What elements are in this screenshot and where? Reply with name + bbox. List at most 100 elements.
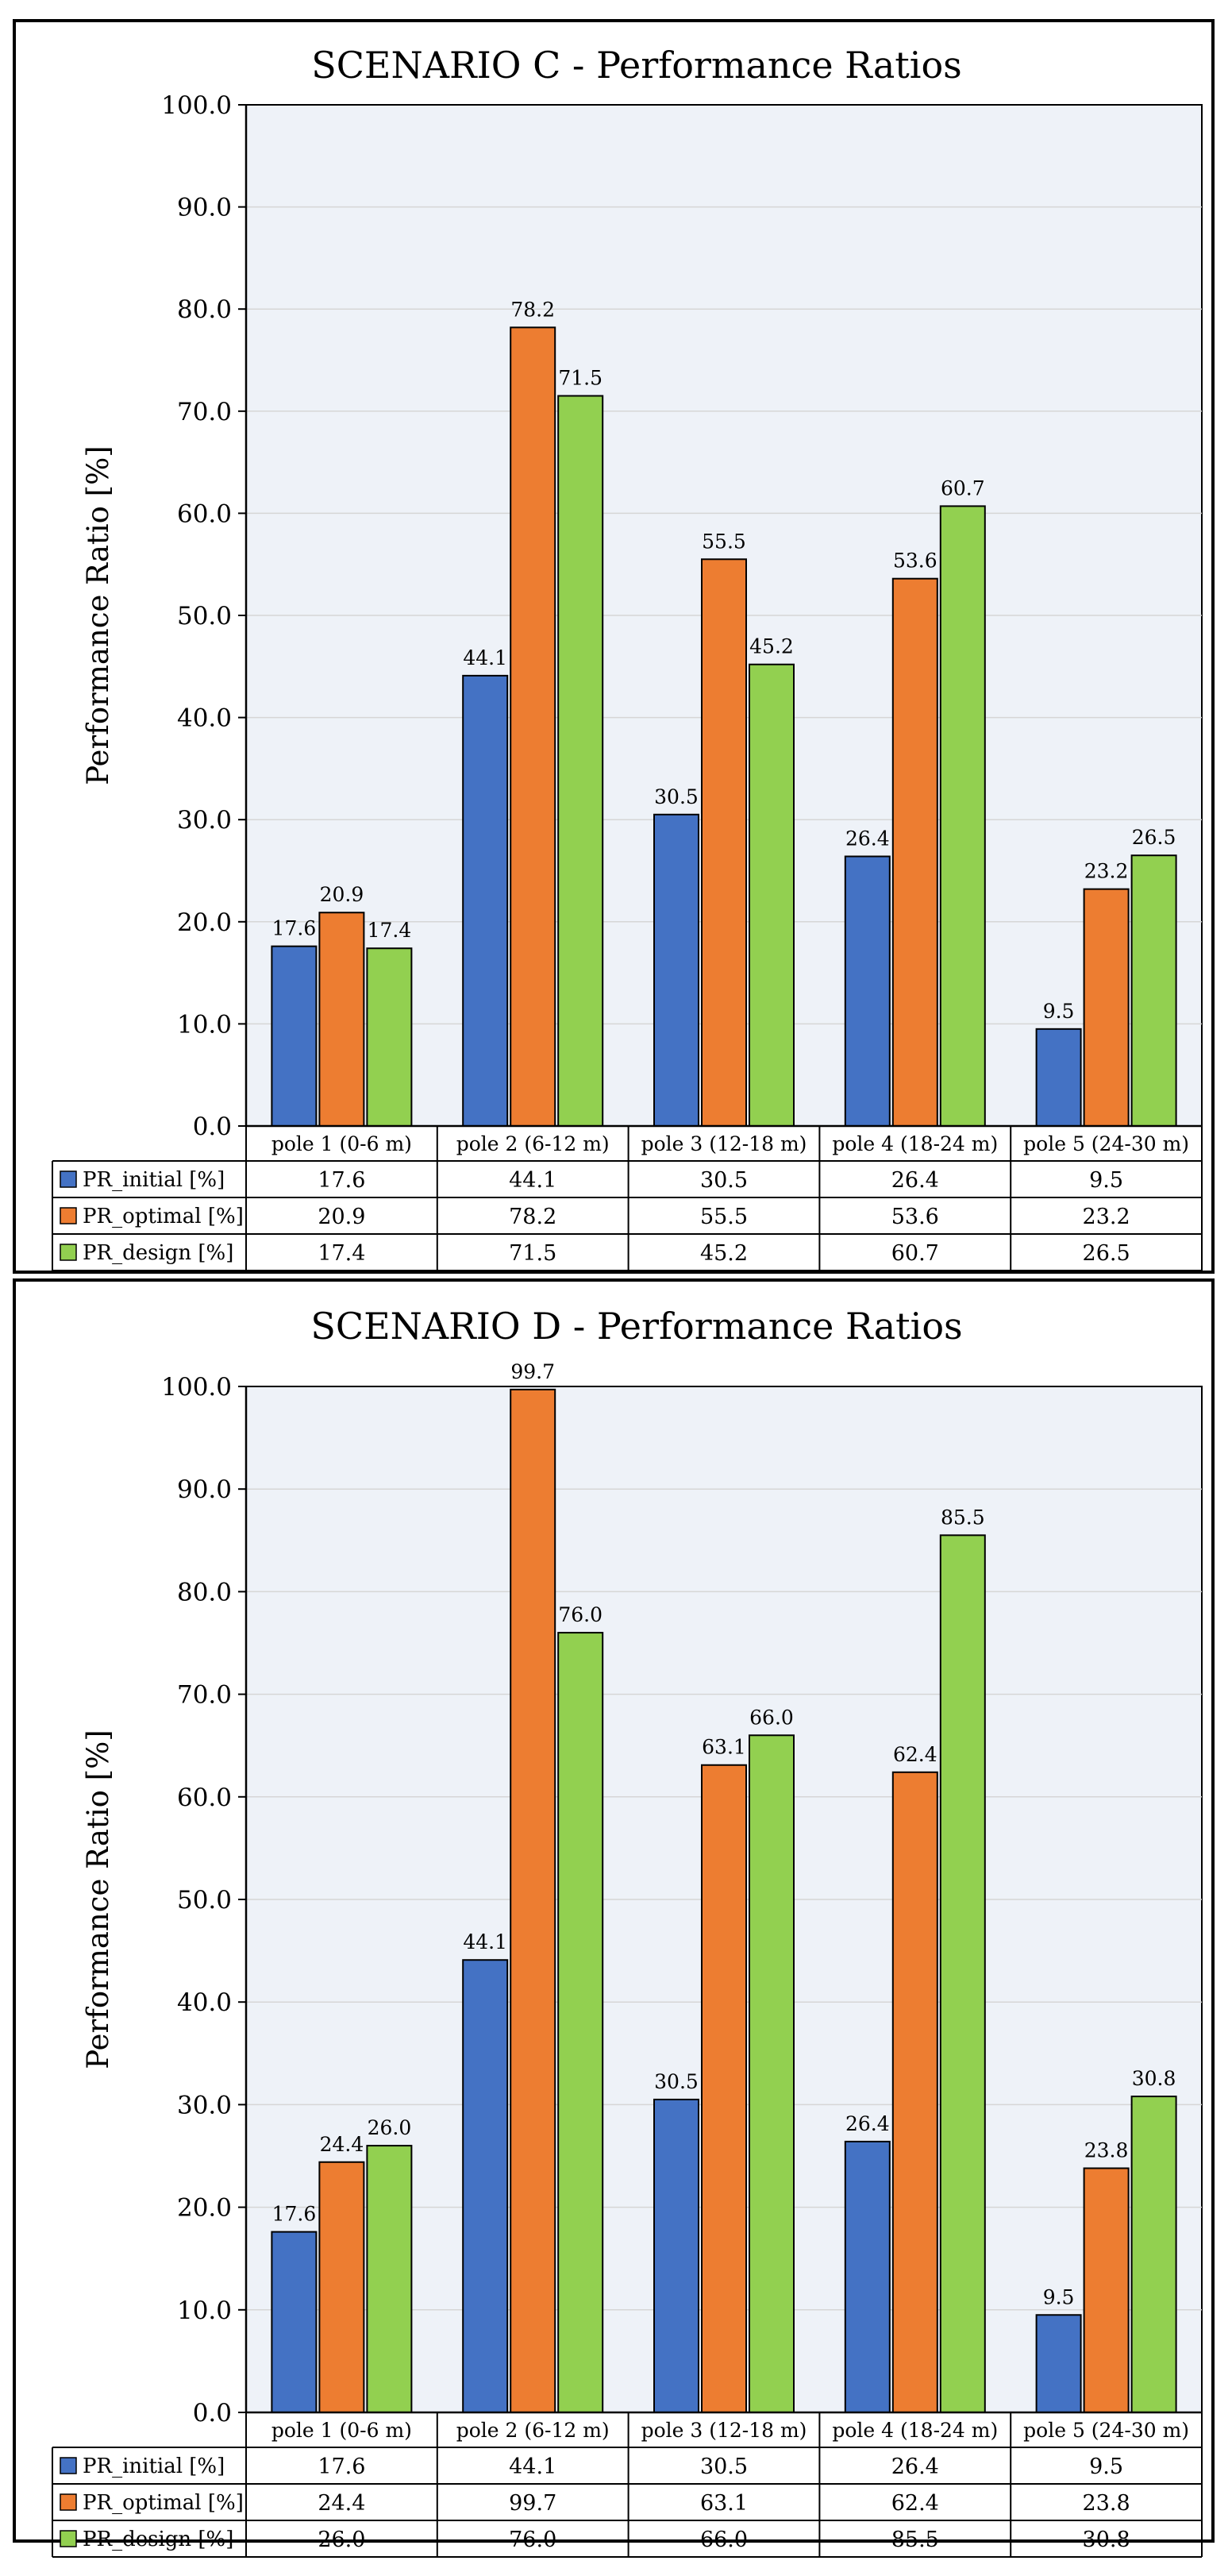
table-cell: 26.0 bbox=[318, 2528, 365, 2552]
table-cell: 71.5 bbox=[509, 1241, 556, 1266]
chart-panel-scenario-c: SCENARIO C - Performance Ratios 0.0 10.0 20… bbox=[13, 19, 1215, 1274]
bar-pr-initial-1 bbox=[271, 945, 318, 1127]
table-cell: 45.2 bbox=[700, 1241, 748, 1266]
table-cell: 99.7 bbox=[509, 2491, 556, 2516]
table-cell: 17.6 bbox=[318, 2455, 365, 2479]
bar-pr-design-3 bbox=[749, 663, 795, 1127]
legend-label: PR_optimal [%] bbox=[83, 1205, 244, 1228]
y-tick-label: 10.0 bbox=[177, 1010, 232, 1039]
bar-pr-design-4 bbox=[939, 505, 986, 1127]
y-tick-label: 90.0 bbox=[177, 1475, 232, 1504]
data-label: 63.1 bbox=[702, 1736, 746, 1759]
legend-key-pr-optimal bbox=[60, 1207, 77, 1224]
legend-label: PR_design [%] bbox=[83, 1241, 233, 1265]
data-label: 26.5 bbox=[1132, 826, 1176, 849]
x-category-label: pole 4 (18-24 m) bbox=[832, 2419, 998, 2442]
bar-pr-initial-3 bbox=[653, 2098, 699, 2413]
bar-pr-optimal-4 bbox=[891, 577, 938, 1127]
data-label: 17.6 bbox=[272, 2203, 317, 2226]
x-category-label: pole 1 (0-6 m) bbox=[271, 2419, 412, 2442]
bar-pr-design-2 bbox=[557, 1632, 604, 2414]
table-cell: 17.4 bbox=[318, 1241, 365, 1266]
y-tick-label: 0.0 bbox=[193, 1113, 232, 1141]
data-label: 17.6 bbox=[272, 917, 317, 940]
table-cell: 30.5 bbox=[700, 1168, 748, 1193]
legend-label: PR_optimal [%] bbox=[83, 2491, 244, 2515]
y-tick-label: 100.0 bbox=[161, 91, 232, 120]
table-cell: 30.8 bbox=[1083, 2528, 1130, 2552]
table-cell: 78.2 bbox=[509, 1205, 556, 1229]
legend-key-pr-initial bbox=[60, 1170, 77, 1188]
data-label: 9.5 bbox=[1043, 2285, 1075, 2308]
table-cell: 9.5 bbox=[1089, 1168, 1123, 1193]
data-label: 71.5 bbox=[558, 367, 603, 390]
table-cell: 9.5 bbox=[1089, 2455, 1123, 2479]
x-category-label: pole 3 (12-18 m) bbox=[641, 2419, 807, 2442]
y-tick-label: 50.0 bbox=[177, 602, 232, 631]
table-cell: 85.5 bbox=[891, 2528, 939, 2552]
bar-pr-design-5 bbox=[1130, 854, 1177, 1127]
y-tick-label: 80.0 bbox=[177, 1578, 232, 1606]
bar-pr-initial-2 bbox=[462, 674, 509, 1127]
bar-pr-initial-2 bbox=[462, 1959, 509, 2413]
bar-pr-optimal-2 bbox=[510, 326, 556, 1127]
bar-pr-initial-4 bbox=[844, 2140, 891, 2414]
table-cell: 30.5 bbox=[700, 2455, 748, 2479]
table-cell: 23.8 bbox=[1083, 2491, 1130, 2516]
legend-key-pr-design bbox=[60, 1244, 77, 1261]
y-axis-label: Performance Ratio [%] bbox=[81, 1730, 115, 2069]
y-tick-label: 50.0 bbox=[177, 1886, 232, 1915]
bar-pr-design-3 bbox=[749, 1734, 795, 2413]
data-label: 9.5 bbox=[1043, 1000, 1075, 1023]
data-label: 44.1 bbox=[463, 1930, 507, 1953]
y-tick-label: 20.0 bbox=[177, 2194, 232, 2223]
data-label: 23.2 bbox=[1084, 860, 1129, 883]
bar-pr-initial-4 bbox=[844, 855, 891, 1127]
data-label: 99.7 bbox=[510, 1360, 555, 1383]
table-cell: 20.9 bbox=[318, 1205, 365, 1229]
y-tick-label: 60.0 bbox=[177, 499, 232, 528]
y-tick-label: 90.0 bbox=[177, 194, 232, 222]
data-label: 30.5 bbox=[654, 2070, 699, 2093]
bar-pr-optimal-1 bbox=[318, 912, 365, 1127]
table-cell: 63.1 bbox=[700, 2491, 748, 2516]
table-cell: 24.4 bbox=[318, 2491, 365, 2516]
bar-pr-optimal-4 bbox=[891, 1771, 938, 2413]
bar-pr-design-2 bbox=[557, 395, 604, 1127]
data-label: 20.9 bbox=[320, 883, 364, 906]
table-cell: 60.7 bbox=[891, 1241, 939, 1266]
data-label: 60.7 bbox=[941, 476, 985, 499]
data-label: 24.4 bbox=[320, 2133, 364, 2156]
table-cell: 26.5 bbox=[1083, 1241, 1130, 1266]
bar-pr-design-5 bbox=[1130, 2096, 1177, 2413]
data-label: 53.6 bbox=[893, 550, 937, 573]
data-label: 76.0 bbox=[558, 1603, 603, 1626]
chart-title: SCENARIO D - Performance Ratios bbox=[310, 1305, 962, 1348]
data-label: 30.8 bbox=[1132, 2067, 1176, 2090]
table-cell: 26.4 bbox=[891, 1168, 939, 1193]
y-tick-label: 20.0 bbox=[177, 908, 232, 937]
table-cell: 55.5 bbox=[700, 1205, 748, 1229]
bar-pr-design-4 bbox=[939, 1534, 986, 2413]
y-tick-label: 40.0 bbox=[177, 1988, 232, 2017]
chart-panel-scenario-d: SCENARIO D - Performance Ratios 0.0 10.0 20… bbox=[13, 1278, 1215, 2558]
data-label: 26.4 bbox=[845, 2112, 890, 2135]
table-cell: 17.6 bbox=[318, 1168, 365, 1193]
legend-label: PR_initial [%] bbox=[83, 1168, 225, 1192]
data-label: 23.8 bbox=[1084, 2139, 1129, 2162]
x-category-label: pole 2 (6-12 m) bbox=[456, 2419, 610, 2442]
table-cell: 62.4 bbox=[891, 2491, 939, 2516]
x-category-label: pole 3 (12-18 m) bbox=[641, 1132, 807, 1155]
table-cell: 66.0 bbox=[700, 2528, 748, 2552]
y-tick-label: 80.0 bbox=[177, 295, 232, 324]
bar-pr-design-1 bbox=[366, 2145, 413, 2414]
y-tick-label: 0.0 bbox=[193, 2399, 232, 2428]
bar-pr-optimal-5 bbox=[1083, 888, 1130, 1127]
legend-key-pr-optimal bbox=[60, 2493, 77, 2511]
table-cell: 44.1 bbox=[509, 2455, 556, 2479]
bar-pr-initial-5 bbox=[1035, 1028, 1082, 1127]
table-cell: 26.4 bbox=[891, 2455, 939, 2479]
y-tick-label: 30.0 bbox=[177, 2091, 232, 2119]
y-tick-label: 40.0 bbox=[177, 704, 232, 733]
